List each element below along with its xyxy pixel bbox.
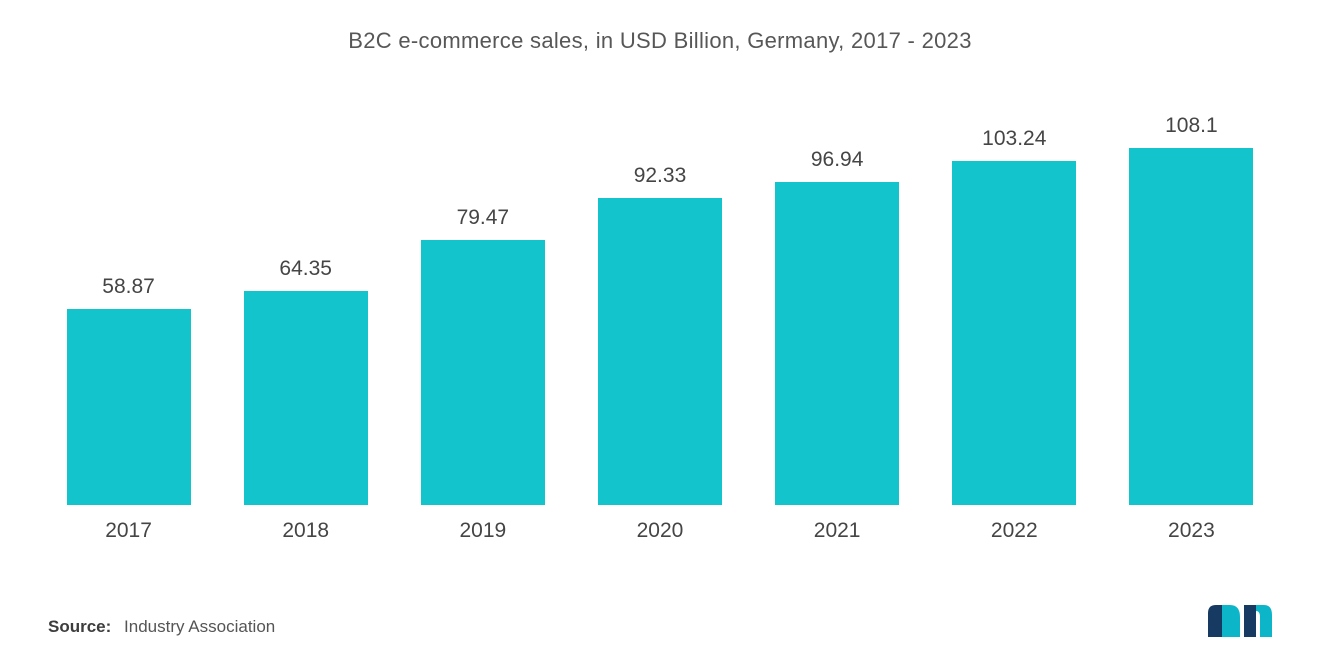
bar: [244, 291, 368, 505]
bar-value-label: 96.94: [811, 148, 864, 172]
bar-group: 92.33 2020: [571, 114, 748, 543]
bar-group: 103.24 2022: [926, 114, 1103, 543]
bar-category-label: 2018: [282, 519, 329, 543]
bar-group: 64.35 2018: [217, 114, 394, 543]
bar: [1129, 148, 1253, 505]
bar: [952, 161, 1076, 505]
bar-category-label: 2020: [637, 519, 684, 543]
bar-category-label: 2023: [1168, 519, 1215, 543]
bar-category-label: 2017: [105, 519, 152, 543]
bar-group: 79.47 2019: [394, 114, 571, 543]
bar-group: 96.94 2021: [749, 114, 926, 543]
chart-footer: Source: Industry Association: [48, 603, 1272, 637]
bar-value-label: 64.35: [279, 257, 332, 281]
bar-value-label: 108.1: [1165, 114, 1218, 138]
bar-value-label: 103.24: [982, 127, 1046, 151]
source-label: Source:: [48, 617, 111, 636]
bar-group: 58.87 2017: [40, 114, 217, 543]
chart-title: B2C e-commerce sales, in USD Billion, Ge…: [40, 28, 1280, 54]
bar-category-label: 2019: [459, 519, 506, 543]
chart-container: B2C e-commerce sales, in USD Billion, Ge…: [0, 0, 1320, 665]
plot-area: 58.87 2017 64.35 2018 79.47 2019 92.33 2020 96.9…: [40, 114, 1280, 544]
source-value: Industry Association: [124, 617, 275, 636]
bar-value-label: 92.33: [634, 164, 687, 188]
bar: [421, 240, 545, 505]
bar: [598, 198, 722, 505]
bar: [67, 309, 191, 505]
bar-value-label: 79.47: [457, 206, 510, 230]
bar-group: 108.1 2023: [1103, 114, 1280, 543]
bar-value-label: 58.87: [102, 275, 155, 299]
bar: [775, 182, 899, 505]
bar-category-label: 2021: [814, 519, 861, 543]
bar-category-label: 2022: [991, 519, 1038, 543]
source-line: Source: Industry Association: [48, 617, 275, 637]
brand-logo: [1208, 603, 1272, 637]
